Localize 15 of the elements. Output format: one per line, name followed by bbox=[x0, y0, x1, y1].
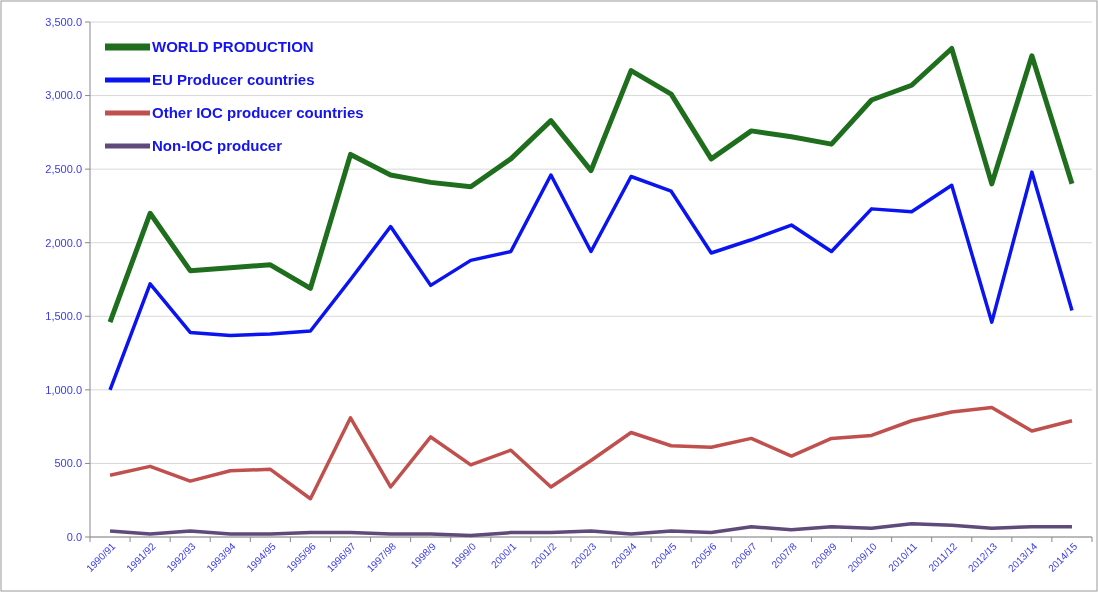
line-series bbox=[108, 522, 1074, 538]
line-series bbox=[108, 170, 1074, 392]
legend-label: EU Producer countries bbox=[152, 71, 315, 89]
y-tick-label: 1,000.0 bbox=[45, 383, 82, 396]
line-series bbox=[108, 405, 1074, 501]
y-tick-label: 3,500.0 bbox=[45, 15, 82, 28]
y-tick-label: 0.0 bbox=[66, 530, 82, 543]
y-tick-label: 2,000.0 bbox=[45, 236, 82, 249]
legend-label: WORLD PRODUCTION bbox=[152, 38, 314, 56]
legend-label: Non-IOC producer bbox=[152, 137, 283, 155]
y-tick-label: 1,500.0 bbox=[45, 310, 82, 323]
y-tick-label: 2,500.0 bbox=[45, 162, 82, 175]
y-tick-label: 3,000.0 bbox=[45, 89, 82, 102]
y-tick-label: 500.0 bbox=[54, 457, 82, 470]
legend-label: Other IOC producer countries bbox=[152, 104, 364, 122]
